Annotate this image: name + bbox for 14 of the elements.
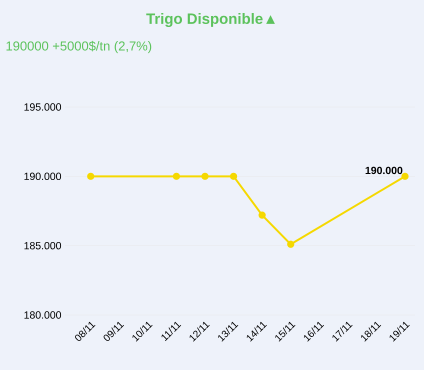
chart-title: Trigo Disponible▲ [146,13,275,27]
chart-subtitle: 190000 +5000$/tn (2,7%) [6,40,152,54]
point [201,172,209,180]
y-tick-label: 185.000 [24,242,62,250]
data-label: 190.000 [366,166,402,174]
point [287,240,294,248]
point [230,172,238,180]
point [401,172,409,180]
y-tick-label: 180.000 [24,311,62,319]
point [172,172,180,180]
y-tick-label: 195.000 [24,103,62,111]
point [87,172,94,180]
y-tick-label: 190.000 [24,172,62,180]
point [258,212,266,219]
